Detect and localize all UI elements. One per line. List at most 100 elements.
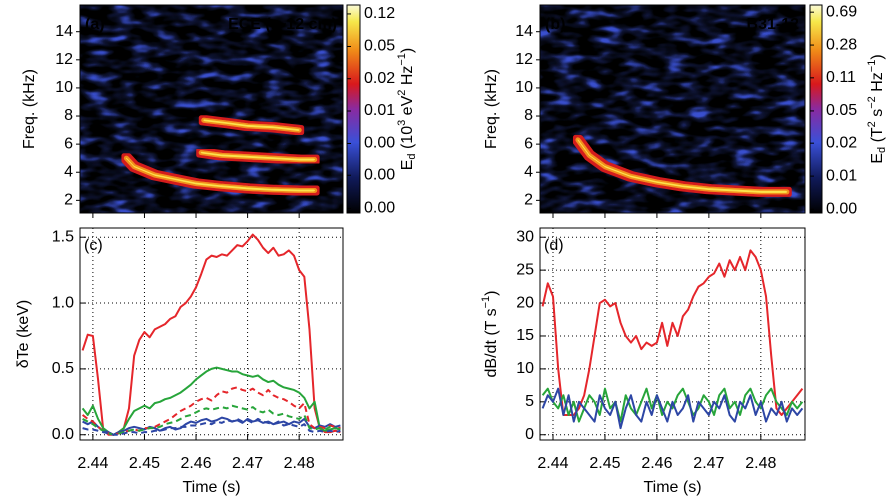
- colorbar-tick-label: 0.05: [364, 38, 395, 55]
- colorbar-tick-label: 0.01: [364, 102, 395, 119]
- x-tick-label: 2.46: [180, 455, 211, 472]
- mode-trace: [123, 155, 318, 194]
- label-part: 2: [396, 90, 408, 96]
- label-part: −1: [480, 296, 492, 309]
- y-tick-label: 25: [516, 261, 534, 278]
- label-part: E: [399, 160, 416, 171]
- x-tick-label: 2.47: [232, 455, 263, 472]
- panel-label: (a): [85, 16, 105, 33]
- mode-trace: [201, 117, 302, 133]
- colorbar-tick-label: 0.28: [826, 36, 857, 53]
- spectrogram-speckle: [80, 5, 343, 213]
- x-tick-label: 2.48: [745, 455, 776, 472]
- label-part: 2: [866, 121, 878, 127]
- series-line: [82, 417, 341, 436]
- y-tick-label: 10: [515, 79, 533, 96]
- y-tick-label: 5: [525, 393, 534, 410]
- colorbar-title: Ed (103 eV2 Hz−1): [396, 48, 418, 171]
- series-line: [82, 416, 341, 436]
- panel-label: (b): [545, 16, 565, 33]
- y-axis-title: Freq. (kHz): [483, 69, 500, 149]
- mode-trace: [198, 150, 318, 163]
- y-tick-label: 12: [55, 51, 73, 68]
- y-tick-label: 4: [524, 163, 533, 180]
- label-part: ): [869, 54, 886, 59]
- label-part: (10: [399, 126, 416, 154]
- y-tick-label: 6: [524, 135, 533, 152]
- y-tick-label: 1.0: [52, 294, 74, 311]
- y-tick-label: 0.0: [52, 426, 74, 443]
- plot-frame: [539, 227, 806, 441]
- label-part: s: [869, 109, 886, 121]
- y-tick-label: 4: [64, 163, 73, 180]
- y-axis-title: δTe (keV): [15, 300, 32, 368]
- x-tick-label: 2.45: [129, 455, 160, 472]
- label-part: d: [406, 153, 418, 159]
- y-tick-label: 14: [55, 23, 73, 40]
- panel-title: ECE (r~12 cm): [228, 16, 337, 33]
- label-part: (T: [869, 127, 886, 147]
- series-line: [541, 387, 804, 430]
- colorbar-tick-label: 0.01: [826, 167, 857, 184]
- y-tick-label: 0: [525, 426, 534, 443]
- colorbar-tick-label: 0.11: [826, 69, 856, 86]
- label-part: −1: [396, 53, 408, 66]
- label-part: −2: [866, 96, 878, 109]
- colorbar-tick-label: 0.00: [826, 201, 857, 218]
- colorbar-tick-label: 0.00: [364, 135, 395, 152]
- x-axis-title: Time (s): [182, 479, 240, 496]
- colorbar-tick-label: 0.00: [364, 166, 395, 183]
- plot-frame: [79, 4, 344, 214]
- series-line: [81, 386, 341, 436]
- label-part: ): [483, 291, 500, 296]
- label-part: 3: [396, 120, 408, 126]
- mode-trace: [575, 137, 790, 195]
- y-tick-label: 2: [524, 192, 533, 209]
- colorbar-tick-label: 0.69: [826, 3, 857, 20]
- panel-label: (c): [84, 237, 103, 254]
- y-tick-label: 6: [64, 135, 73, 152]
- label-part: Hz: [399, 66, 416, 90]
- x-axis-title: Time (s): [643, 479, 701, 496]
- y-tick-label: 30: [516, 228, 534, 245]
- label-part: Hz: [869, 72, 886, 96]
- label-part: eV: [399, 95, 416, 119]
- x-tick-label: 2.44: [77, 455, 108, 472]
- x-tick-label: 2.48: [284, 455, 315, 472]
- y-tick-label: 1.5: [52, 228, 74, 245]
- colorbar-tick-label: 0.02: [826, 134, 857, 151]
- y-tick-label: 8: [64, 107, 73, 124]
- y-tick-label: 14: [515, 23, 533, 40]
- label-part: −1: [866, 60, 878, 73]
- x-tick-label: 2.46: [641, 455, 672, 472]
- y-tick-label: 0.5: [52, 360, 74, 377]
- label-part: dB/dt (T s: [483, 308, 500, 377]
- y-tick-label: 8: [524, 107, 533, 124]
- label-part: E: [869, 153, 886, 164]
- colorbar-title: Ed (T2 s−2 Hz−1): [866, 54, 888, 163]
- colorbar: [346, 4, 361, 214]
- x-tick-label: 2.47: [693, 455, 724, 472]
- colorbar-tick-label: 0.02: [364, 70, 395, 87]
- series-line: [81, 233, 341, 436]
- colorbar-tick-label: 0.12: [364, 5, 395, 22]
- y-tick-label: 10: [55, 79, 73, 96]
- spectrogram-speckle: [540, 5, 805, 213]
- colorbar: [809, 4, 823, 214]
- y-tick-label: 15: [516, 327, 534, 344]
- plot-frame: [79, 227, 344, 441]
- plot-frame: [539, 4, 806, 214]
- label-part: d: [876, 147, 888, 153]
- label-part: ): [399, 48, 416, 53]
- panel-title: B31-12: [747, 16, 800, 33]
- x-tick-label: 2.44: [537, 455, 568, 472]
- x-tick-label: 2.45: [589, 455, 620, 472]
- panel-label: (d): [544, 237, 564, 254]
- series-line: [541, 249, 804, 416]
- colorbar-tick-label: 0.05: [826, 102, 857, 119]
- series-line: [81, 366, 341, 436]
- y-tick-label: 20: [516, 294, 534, 311]
- series-line: [82, 404, 341, 436]
